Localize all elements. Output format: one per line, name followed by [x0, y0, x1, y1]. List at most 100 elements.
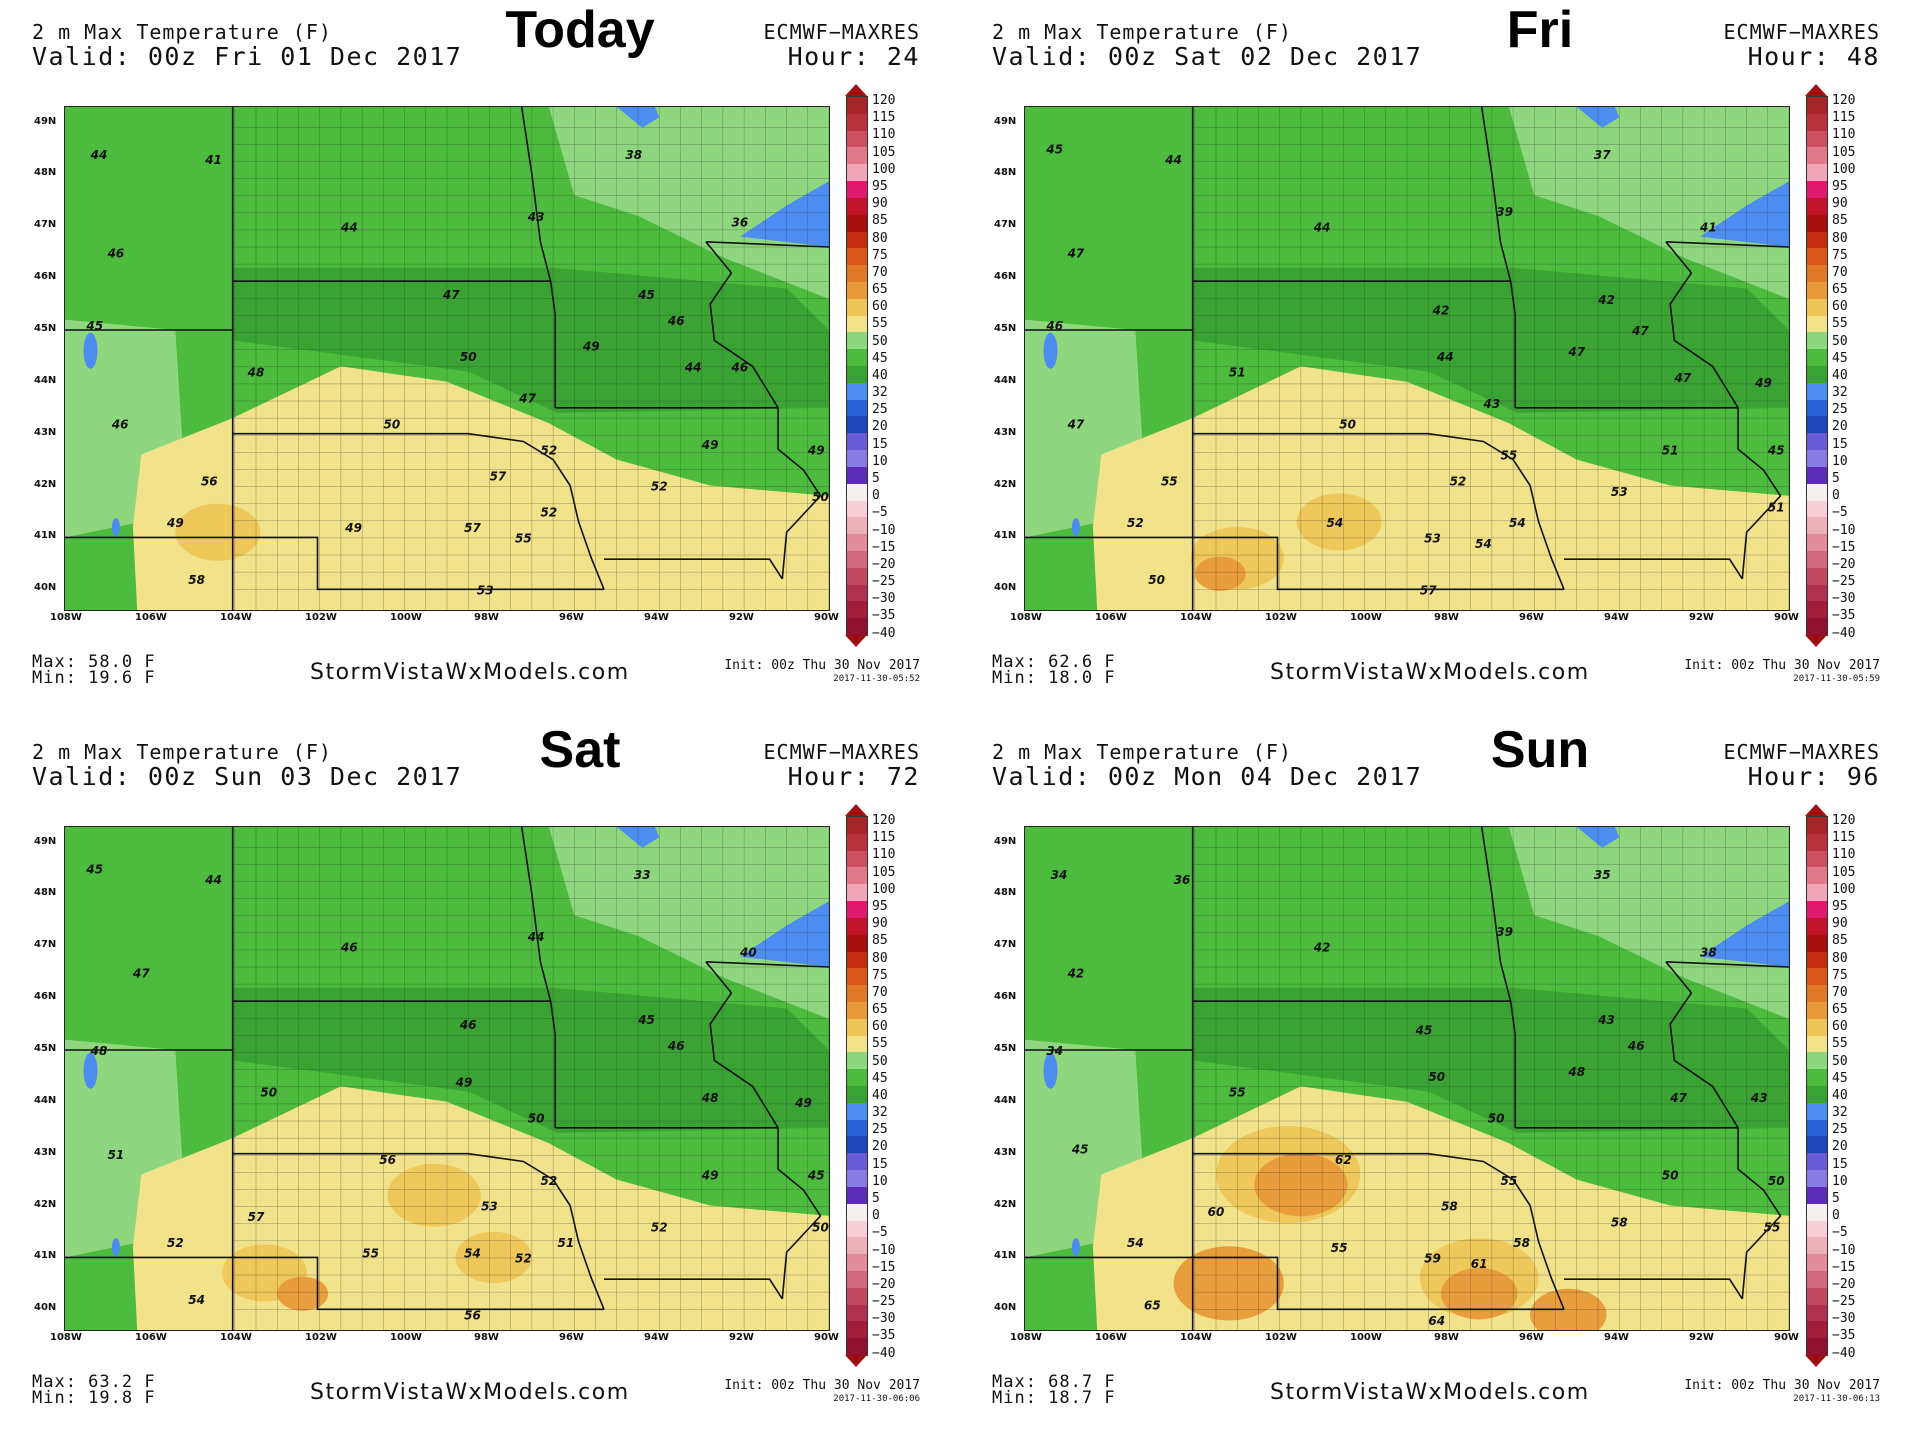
legend-swatch — [847, 1119, 867, 1137]
temperature-label: 55 — [1501, 449, 1518, 463]
temperature-label: 47 — [1674, 371, 1692, 385]
legend-swatch — [1807, 113, 1827, 131]
latitude-label: 45N — [34, 323, 57, 334]
legend-swatch — [847, 884, 867, 902]
longitude-label: 94W — [1604, 612, 1629, 623]
legend-swatch — [1807, 298, 1827, 316]
state-border — [1480, 827, 1517, 1128]
longitude-label: 90W — [814, 1332, 839, 1343]
legend-label: 105 — [872, 144, 896, 160]
temperature-label: 36 — [732, 215, 749, 229]
longitude-label: 104W — [1180, 612, 1212, 623]
latitude-label: 42N — [994, 479, 1017, 490]
min-value: Min: 18.0 F — [992, 668, 1116, 688]
temperature-label: 43 — [1483, 397, 1501, 411]
legend-swatch — [1807, 281, 1827, 299]
legend-label: 10 — [872, 1173, 888, 1189]
legend-swatch — [847, 1052, 867, 1070]
legend-label: 45 — [1832, 350, 1848, 366]
legend-swatch — [847, 951, 867, 969]
state-border — [1665, 961, 1789, 968]
northeast-light-zone — [548, 107, 829, 299]
warm-plains-zone — [132, 366, 829, 610]
site-watermark: StormVistaWxModels.com — [310, 1380, 630, 1405]
longitude-label: 100W — [390, 612, 422, 623]
cool-band — [1192, 267, 1789, 413]
temperature-label: 38 — [625, 148, 642, 162]
legend-label: 65 — [872, 282, 888, 297]
temperature-label: 44 — [90, 148, 108, 162]
temperature-label: 46 — [1627, 1039, 1645, 1053]
legend-swatch — [847, 567, 867, 585]
legend-label: −30 — [872, 1311, 896, 1327]
legend-label: 55 — [872, 1036, 888, 1052]
valid-time: Valid: 00z Fri 01 Dec 2017 — [32, 42, 463, 71]
legend-label: 110 — [872, 847, 896, 863]
legend-label: 65 — [872, 1002, 888, 1017]
temperature-map: 45 44 47 46 47 51 50 55 52 54 44 42 44 39 43 47 42 47 47 49… — [1024, 106, 1790, 611]
latitude-label: 43N — [34, 427, 57, 438]
legend-swatch — [1807, 433, 1827, 451]
temperature-label: 55 — [1161, 475, 1178, 489]
max-value: Max: 68.7 F — [992, 1372, 1116, 1392]
temperature-label: 56 — [464, 1309, 481, 1323]
longitude-label: 104W — [1180, 1332, 1212, 1343]
legend-swatch — [1807, 1069, 1827, 1086]
legend-swatch — [1807, 1220, 1827, 1238]
longitude-label: 92W — [729, 612, 754, 623]
legend-label: 32 — [1832, 385, 1848, 401]
state-border — [777, 1127, 822, 1299]
legend-label: −40 — [872, 625, 896, 641]
site-watermark: StormVistaWxModels.com — [1270, 1380, 1590, 1405]
county-grid — [1192, 827, 1789, 1330]
temperature-label: 48 — [701, 1091, 719, 1105]
temperature-label: 49 — [794, 1096, 812, 1110]
legend-swatch — [1807, 147, 1827, 165]
longitude-label: 108W — [50, 1332, 82, 1343]
legend-label: 15 — [1832, 436, 1848, 452]
legend-label: −15 — [872, 1259, 896, 1275]
longitude-label: 108W — [50, 612, 82, 623]
temperature-label: 43 — [1597, 1013, 1615, 1027]
temperature-label: 49 — [701, 438, 719, 452]
temperature-label: 53 — [1424, 532, 1441, 546]
legend-label: 70 — [872, 264, 888, 280]
legend-swatch — [847, 1035, 867, 1053]
temperature-label: 57 — [248, 1210, 265, 1224]
legend-label: 5 — [872, 471, 880, 486]
legend-swatch — [847, 1270, 867, 1288]
temperature-map: 45 44 47 48 51 50 56 57 52 55 46 46 49 44 50 46 45 48 49 49… — [64, 826, 830, 1331]
longitude-label: 90W — [1774, 1332, 1799, 1343]
max-min-stats: Max: 63.2 F Min: 19.8 F — [32, 1374, 156, 1407]
temperature-label: 43 — [527, 210, 545, 224]
legend-swatch — [1807, 1270, 1827, 1288]
legend-label: −10 — [1832, 1242, 1856, 1258]
lake-superior — [1699, 107, 1789, 247]
day-label: Fri — [1506, 1, 1574, 59]
legend-label: 120 — [1832, 93, 1856, 108]
max-min-stats: Max: 68.7 F Min: 18.7 F — [992, 1372, 1116, 1407]
legend-swatch — [847, 181, 867, 198]
state-border — [705, 241, 829, 248]
forecast-panel-today: 2 m Max Temperature (F) Valid: 00z Fri 0… — [0, 0, 960, 720]
cool-band — [232, 267, 829, 413]
legend-label: 20 — [1832, 1139, 1848, 1155]
legend-label: 115 — [1832, 830, 1856, 846]
state-border — [1192, 536, 1564, 591]
temperature-label: 49 — [344, 521, 362, 535]
warm-spot-4 — [1440, 1268, 1518, 1320]
legend-swatch — [1807, 567, 1827, 585]
temperature-label: 45 — [1071, 1143, 1089, 1157]
state-border — [1665, 241, 1789, 248]
legend-label: 25 — [1832, 1122, 1848, 1138]
longitude-label: 96W — [1519, 612, 1544, 623]
temperature-label: 50 — [1339, 418, 1356, 432]
temperature-map: 44 41 46 45 46 48 50 56 49 49 44 47 50 43 47 49 45 46 44 46… — [64, 106, 830, 611]
legend-swatch — [1807, 349, 1827, 366]
temperature-label: 55 — [362, 1246, 379, 1260]
latitude-label: 44N — [994, 375, 1017, 386]
legend-labels: 120 115 110 105 100 95 90 85 80 75 70 65 60 55 50 45 40 3… — [872, 814, 932, 1360]
legend-label: 75 — [1832, 967, 1848, 983]
legend-label: −35 — [872, 608, 896, 624]
latitude-label: 43N — [994, 427, 1017, 438]
